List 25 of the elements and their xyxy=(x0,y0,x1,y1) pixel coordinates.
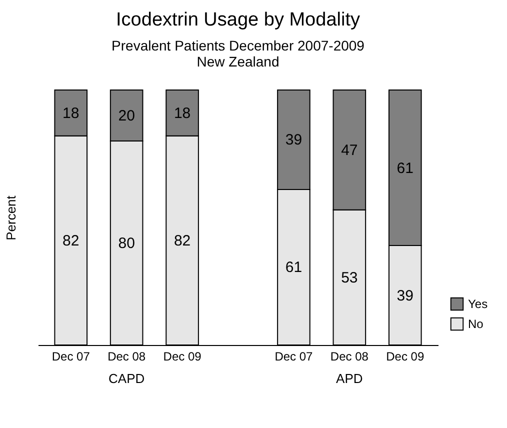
x-tick-label: Dec 07 xyxy=(52,350,90,364)
data-label: 47 xyxy=(341,142,358,159)
legend-label: No xyxy=(468,317,484,331)
x-tick-label: Dec 07 xyxy=(274,350,314,364)
x-tick-label: Dec 09 xyxy=(163,350,202,364)
data-label: 82 xyxy=(174,232,191,250)
x-tick-label: Dec 08 xyxy=(330,350,369,364)
data-label: 61 xyxy=(396,160,414,177)
data-label: 39 xyxy=(285,132,302,149)
data-label: 53 xyxy=(341,269,358,286)
x-tick-label: Dec 09 xyxy=(386,350,424,364)
chart-title: Icodextrin Usage by Modality xyxy=(116,10,360,30)
legend-label: Yes xyxy=(468,297,488,311)
chart-subtitle: Prevalent Patients December 2007-2009 New Zealand xyxy=(112,38,365,70)
data-label: 20 xyxy=(118,108,135,124)
x-tick-label: Dec 08 xyxy=(108,350,146,364)
text: APD xyxy=(336,371,363,386)
data-label: 82 xyxy=(62,232,80,250)
data-label: 18 xyxy=(62,104,80,122)
data-label: 61 xyxy=(285,259,302,276)
data-label: 80 xyxy=(118,235,135,252)
data-label: 18 xyxy=(174,104,191,122)
text: CAPD xyxy=(108,371,145,386)
data-label: 39 xyxy=(396,287,414,304)
y-axis-title: Percent xyxy=(4,195,18,240)
